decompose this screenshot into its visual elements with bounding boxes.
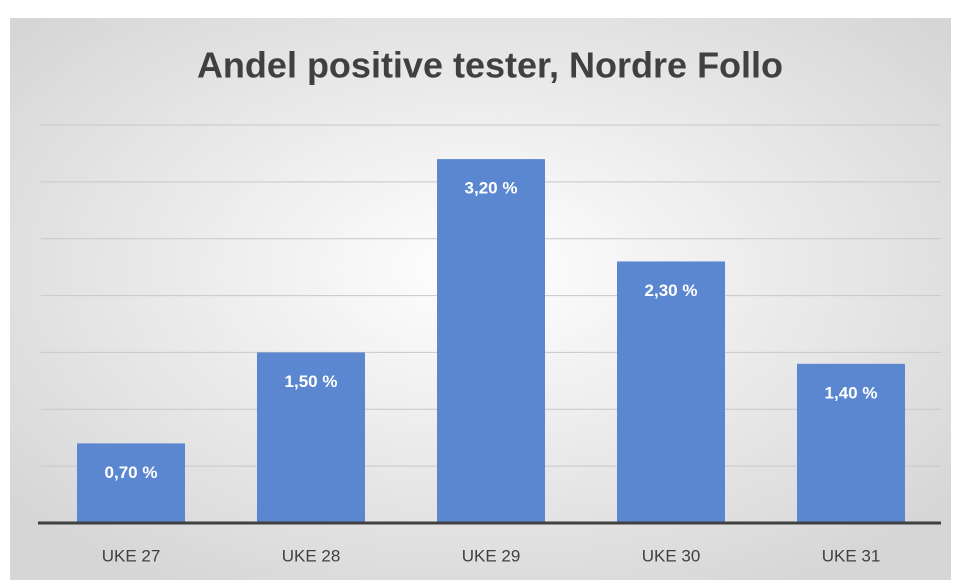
- chart-title: Andel positive tester, Nordre Follo: [197, 45, 783, 86]
- bar: [437, 159, 545, 523]
- x-tick-label: UKE 29: [462, 546, 521, 565]
- data-label: 1,40 %: [825, 383, 878, 402]
- x-tick-label: UKE 27: [102, 546, 161, 565]
- data-label: 1,50 %: [285, 372, 338, 391]
- data-label: 2,30 %: [645, 281, 698, 300]
- bar: [257, 352, 365, 523]
- bar: [797, 363, 905, 523]
- bar: [77, 443, 185, 523]
- x-tick-label: UKE 30: [642, 546, 701, 565]
- data-label: 0,70 %: [105, 463, 158, 482]
- x-tick-label: UKE 31: [822, 546, 881, 565]
- bar: [617, 261, 725, 523]
- x-tick-label: UKE 28: [282, 546, 341, 565]
- data-label: 3,20 %: [465, 179, 518, 198]
